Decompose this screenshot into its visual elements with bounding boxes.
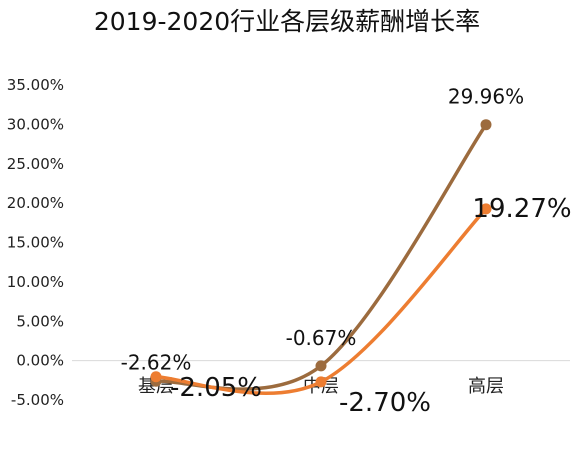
series-layer (150, 119, 492, 396)
y-tick-label: 35.00% (7, 76, 64, 94)
y-tick-label: -5.00% (11, 391, 64, 409)
y-tick-label: 20.00% (7, 194, 64, 212)
y-tick-label: 30.00% (7, 115, 64, 133)
y-axis: 35.00% 30.00% 25.00% 20.00% 15.00% 10.00% 5.00… (7, 76, 64, 409)
data-point (480, 119, 492, 131)
y-tick-label: 5.00% (16, 312, 64, 330)
y-tick-label: 25.00% (7, 155, 64, 173)
data-label: -2.05% (170, 373, 262, 403)
data-label: -2.62% (121, 350, 192, 374)
data-labels: -2.62% -0.67% 29.96% -2.05% -2.70% 19.27% (121, 85, 572, 418)
data-label: -0.67% (286, 326, 357, 350)
y-tick-label: 15.00% (7, 234, 64, 252)
chart-title: 2019-2020行业各层级薪酬增长率 (94, 7, 480, 36)
data-point (150, 371, 162, 383)
data-label: 29.96% (448, 85, 524, 109)
data-point (315, 360, 327, 372)
data-label: 19.27% (472, 194, 571, 224)
data-point (315, 376, 327, 388)
y-tick-label: 10.00% (7, 273, 64, 291)
data-point (480, 203, 492, 215)
data-label: -2.70% (339, 388, 431, 418)
x-tick-label: 高层 (468, 376, 504, 397)
y-tick-label: 0.00% (16, 352, 64, 370)
